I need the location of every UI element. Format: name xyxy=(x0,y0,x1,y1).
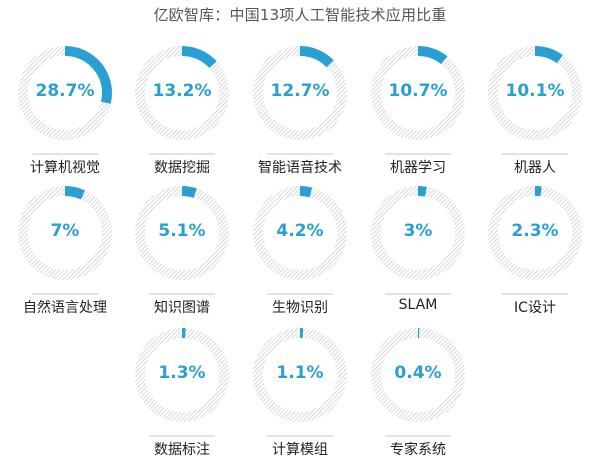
percent-value: 28.7% xyxy=(35,81,95,101)
donut-ring xyxy=(135,186,229,280)
donut-value-arc xyxy=(135,328,229,422)
divider xyxy=(149,153,215,155)
category-label: 机器学习 xyxy=(390,160,446,176)
donut-ring xyxy=(488,186,582,280)
category-label: 计算模组 xyxy=(272,442,328,458)
divider xyxy=(385,153,451,155)
donut-value-arc xyxy=(488,186,582,280)
divider xyxy=(267,293,333,295)
category-label: 数据标注 xyxy=(154,442,210,458)
donut-ring xyxy=(371,328,465,422)
donut-card: 13.2% 数据挖掘 xyxy=(127,45,237,185)
percent-value: 0.4% xyxy=(394,363,442,383)
donut-value-arc xyxy=(253,328,347,422)
chart-title: 亿欧智库：中国13项人工智能技术应用比重 xyxy=(153,6,447,24)
donut-ring xyxy=(253,328,347,422)
percent-value: 10.1% xyxy=(505,81,565,101)
donut-ring xyxy=(371,186,465,280)
donut-card: 1.1% 计算模组 xyxy=(245,327,355,467)
donut-card: 3% SLAM xyxy=(363,185,473,325)
category-label: 智能语音技术 xyxy=(258,160,342,176)
category-label: IC设计 xyxy=(514,300,556,316)
donut-card: 0.4% 专家系统 xyxy=(363,327,473,467)
donut-ring xyxy=(135,328,229,422)
divider xyxy=(385,293,451,295)
percent-value: 3% xyxy=(403,221,433,241)
donut-card: 1.3% 数据标注 xyxy=(127,327,237,467)
category-label: SLAM xyxy=(398,297,438,313)
donut-ring xyxy=(371,46,465,140)
percent-value: 2.3% xyxy=(511,221,559,241)
category-label: 知识图谱 xyxy=(154,300,210,316)
category-label: 自然语言处理 xyxy=(23,300,107,316)
donut-value-arc xyxy=(18,46,112,140)
donut-value-arc xyxy=(135,186,229,280)
donut-value-arc xyxy=(371,328,465,422)
percent-value: 1.1% xyxy=(276,363,324,383)
donut-card: 28.7% 计算机视觉 xyxy=(10,45,120,185)
donut-value-arc xyxy=(135,46,229,140)
category-label: 专家系统 xyxy=(390,442,446,458)
divider xyxy=(502,293,568,295)
percent-value: 12.7% xyxy=(270,81,330,101)
divider xyxy=(32,153,98,155)
donut-ring xyxy=(253,186,347,280)
percent-value: 1.3% xyxy=(158,363,206,383)
donut-ring xyxy=(18,186,112,280)
donut-ring xyxy=(253,46,347,140)
percent-value: 13.2% xyxy=(152,81,212,101)
divider xyxy=(149,293,215,295)
donut-card: 7% 自然语言处理 xyxy=(10,185,120,325)
category-label: 机器人 xyxy=(514,160,556,176)
divider xyxy=(267,435,333,437)
donut-value-arc xyxy=(18,186,112,280)
donut-card: 10.1% 机器人 xyxy=(480,45,590,185)
divider xyxy=(385,435,451,437)
divider xyxy=(32,293,98,295)
divider xyxy=(502,153,568,155)
donut-value-arc xyxy=(253,46,347,140)
divider xyxy=(267,153,333,155)
divider xyxy=(149,435,215,437)
percent-value: 5.1% xyxy=(158,221,206,241)
donut-value-arc xyxy=(371,46,465,140)
donut-card: 10.7% 机器学习 xyxy=(363,45,473,185)
donut-value-arc xyxy=(253,186,347,280)
donut-ring xyxy=(18,46,112,140)
category-label: 数据挖掘 xyxy=(154,160,210,176)
category-label: 生物识别 xyxy=(272,300,328,316)
donut-card: 5.1% 知识图谱 xyxy=(127,185,237,325)
percent-value: 4.2% xyxy=(276,221,324,241)
donut-value-arc xyxy=(371,186,465,280)
category-label: 计算机视觉 xyxy=(30,160,100,176)
donut-card: 12.7% 智能语音技术 xyxy=(245,45,355,185)
donut-card: 4.2% 生物识别 xyxy=(245,185,355,325)
donut-card: 2.3% IC设计 xyxy=(480,185,590,325)
donut-ring xyxy=(135,46,229,140)
percent-value: 7% xyxy=(50,221,80,241)
donut-value-arc xyxy=(488,46,582,140)
donut-ring xyxy=(488,46,582,140)
percent-value: 10.7% xyxy=(388,81,448,101)
